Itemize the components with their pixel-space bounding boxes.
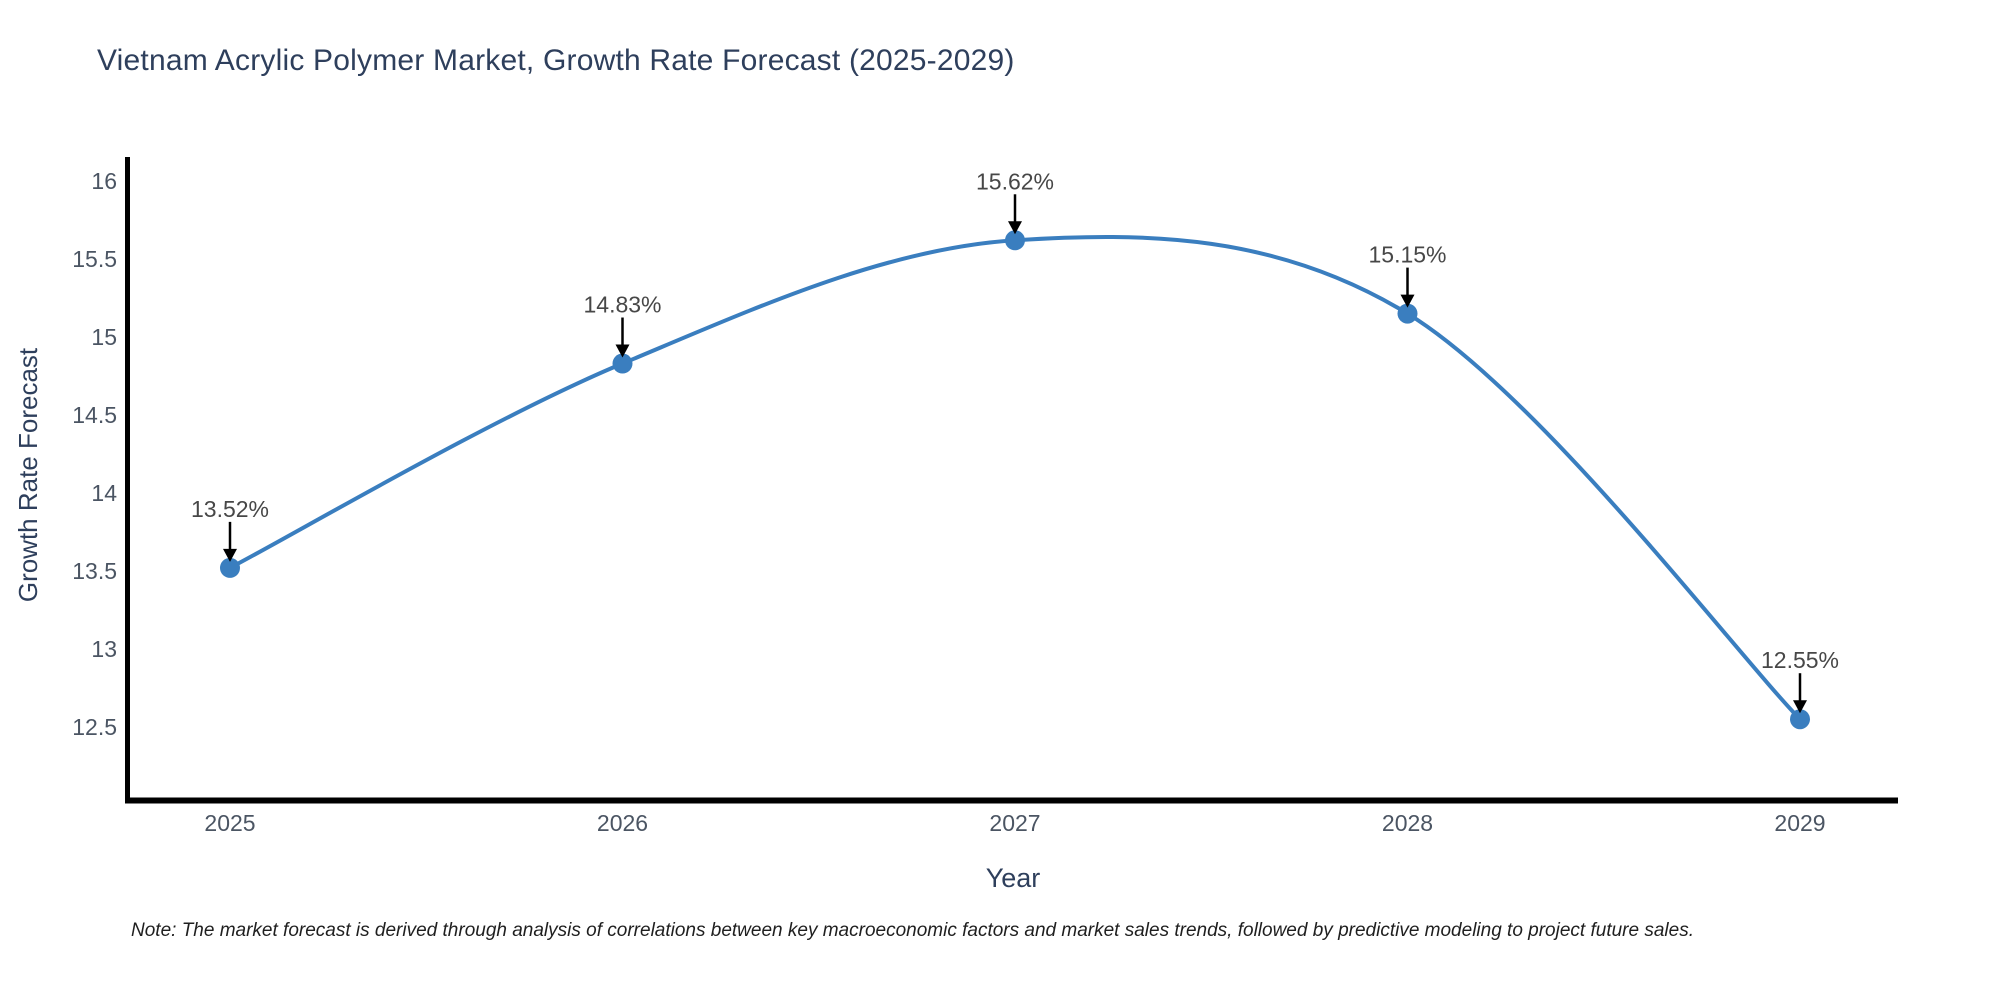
- x-tick-label: 2028: [1382, 810, 1433, 836]
- point-annotation-label: 13.52%: [191, 496, 269, 522]
- point-annotation-label: 14.83%: [583, 292, 661, 318]
- y-tick-label: 14.5: [72, 402, 117, 428]
- annotation-arrow-head: [615, 344, 630, 358]
- data-point-marker: [1005, 230, 1025, 251]
- data-point-marker: [220, 557, 240, 578]
- x-tick-label: 2027: [989, 810, 1040, 836]
- y-axis-title: Growth Rate Forecast: [13, 347, 43, 602]
- data-point-marker: [612, 353, 633, 374]
- annotation-arrow-head: [1008, 221, 1022, 235]
- y-tick-label: 14: [91, 480, 117, 506]
- footnote: Note: The market forecast is derived thr…: [131, 920, 1694, 941]
- x-axis-title: Year: [986, 863, 1041, 893]
- point-annotation-label: 12.55%: [1761, 647, 1839, 673]
- y-tick-label: 15.5: [72, 246, 117, 272]
- data-point-marker: [1397, 303, 1418, 324]
- generated-chart-layer: 16 15.5 15 14.5 14 13.5 13 12.5 2025 2026 2027 2028…: [72, 157, 1898, 836]
- annotation-arrow-head: [223, 548, 237, 562]
- point-annotation-label: 15.62%: [976, 168, 1054, 194]
- y-tick-label: 13: [91, 636, 117, 662]
- y-tick-label: 12.5: [72, 714, 117, 740]
- y-tick-label: 13.5: [72, 558, 117, 584]
- annotation-arrow-head: [1793, 700, 1807, 714]
- data-point-marker: [1790, 709, 1810, 730]
- chart-title: Vietnam Acrylic Polymer Market, Growth R…: [97, 44, 1015, 77]
- point-annotation-label: 15.15%: [1368, 242, 1446, 268]
- y-tick-label: 15: [91, 324, 117, 350]
- x-tick-label: 2026: [597, 810, 648, 836]
- y-tick-label: 16: [91, 168, 117, 194]
- x-tick-label: 2025: [204, 810, 255, 836]
- x-tick-label: 2029: [1774, 810, 1825, 836]
- annotation-arrow-head: [1400, 294, 1415, 308]
- series-line: [228, 234, 1802, 722]
